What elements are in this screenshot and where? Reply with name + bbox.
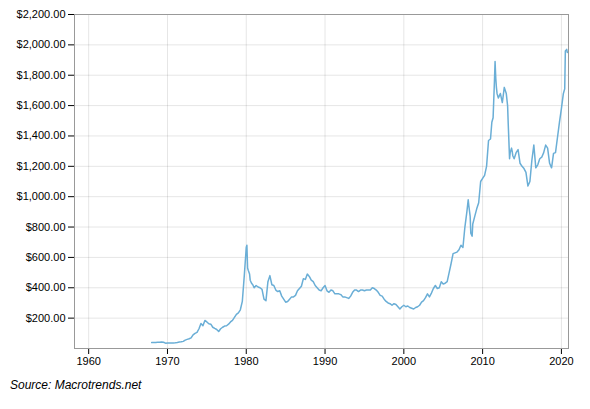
svg-text:2000: 2000 (392, 355, 416, 367)
svg-text:$2,200.00: $2,200.00 (17, 8, 66, 20)
svg-text:$2,000.00: $2,000.00 (17, 38, 66, 50)
svg-text:$1,600.00: $1,600.00 (17, 99, 66, 111)
svg-text:1990: 1990 (313, 355, 337, 367)
svg-text:$600.00: $600.00 (26, 251, 66, 263)
svg-text:$1,000.00: $1,000.00 (17, 190, 66, 202)
svg-text:1980: 1980 (234, 355, 258, 367)
html-text:Source: Macrotrends.net: Source: Macrotrends.net (10, 378, 142, 392)
svg-text:2010: 2010 (470, 355, 494, 367)
svg-text:$1,400.00: $1,400.00 (17, 129, 66, 141)
svg-text:$800.00: $800.00 (26, 221, 66, 233)
svg-text:1960: 1960 (76, 355, 100, 367)
svg-text:$400.00: $400.00 (26, 281, 66, 293)
svg-text:2020: 2020 (549, 355, 573, 367)
svg-text:$1,800.00: $1,800.00 (17, 69, 66, 81)
svg-text:$200.00: $200.00 (26, 312, 66, 324)
svg-text:$1,200.00: $1,200.00 (17, 160, 66, 172)
svg-text:1970: 1970 (155, 355, 179, 367)
